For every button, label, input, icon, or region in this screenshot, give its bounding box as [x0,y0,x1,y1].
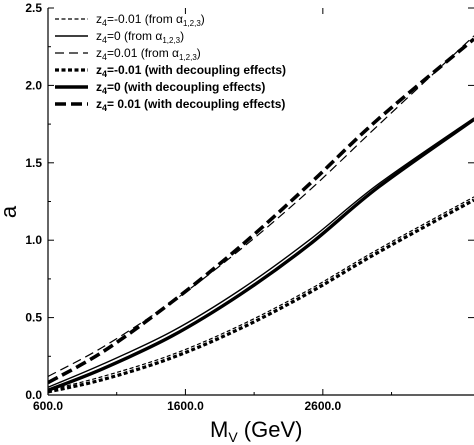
x-axis-title-sub: V [228,429,238,445]
x-tick-label: 600.0 [33,399,63,413]
y-axis-title: a [0,205,21,218]
legend-label-main: z [96,80,102,94]
series-line-3 [48,35,474,377]
legend-label-main: z [96,97,102,111]
y-tick-label: 0.0 [25,388,42,402]
legend-label-sub2: 1,2,3 [179,53,197,62]
legend-label-sub: 4 [102,103,107,113]
legend: z4=-0.01 (from α1,2,3)z4=0 (from α1,2,3)… [55,12,286,113]
series-line-5 [48,118,474,392]
legend-label-sub2: 1,2,3 [183,19,201,28]
series-line-1 [48,196,474,391]
y-tick-label: 2.0 [25,78,42,92]
legend-label-mid: =0.01 (from α [107,46,179,60]
series-line-6 [48,37,474,385]
x-axis-title-main: M [210,417,228,442]
y-tick-label: 1.0 [25,233,42,247]
x-tick-label: 1600.0 [167,399,204,413]
ticks-group: 600.0 1600.0 2600.0 0.0 0.5 1.0 1.5 2.0 2.5 [25,1,474,413]
y-tick-label: 1.5 [25,156,42,170]
legend-entry-4: z4=-0.01 (with decoupling effects) [96,63,286,79]
series-group [48,35,474,394]
legend-label-end: ) [201,12,205,26]
legend-entry-2: z4=0 (from α1,2,3) [96,29,184,45]
series-line-2 [48,117,474,388]
x-tick-label: 2600.0 [304,399,341,413]
y-tick-label: 0.5 [25,311,42,325]
legend-entry-6: z4= 0.01 (with decoupling effects) [96,97,285,113]
legend-label-sub: 4 [102,69,107,79]
y-tick-label: 2.5 [25,1,42,15]
legend-label-main: z [96,46,102,60]
legend-label-sub: 4 [102,86,107,96]
legend-label-sub: 4 [102,18,107,28]
legend-entry-3: z4=0.01 (from α1,2,3) [96,46,201,62]
legend-label-mid: =-0.01 (from α [107,12,183,26]
legend-label-end: ) [180,29,184,43]
legend-label-main: z [96,12,102,26]
legend-entry-1: z4=-0.01 (from α1,2,3) [96,12,205,28]
legend-label-mid: =0 (from α [107,29,162,43]
legend-label-mid: = 0.01 (with decoupling effects) [107,97,285,111]
legend-label-sub: 4 [102,52,107,62]
legend-label-mid: =0 (with decoupling effects) [107,80,265,94]
x-axis-title-unit: (GeV) [238,417,303,442]
legend-label-sub: 4 [102,35,107,45]
legend-label-mid: =-0.01 (with decoupling effects) [107,63,286,77]
x-axis-title: MV (GeV) [210,417,302,445]
legend-label-sub2: 1,2,3 [162,36,180,45]
legend-label-main: z [96,63,102,77]
legend-entry-5: z4=0 (with decoupling effects) [96,80,265,96]
legend-label-main: z [96,29,102,43]
legend-label-end: ) [197,46,201,60]
